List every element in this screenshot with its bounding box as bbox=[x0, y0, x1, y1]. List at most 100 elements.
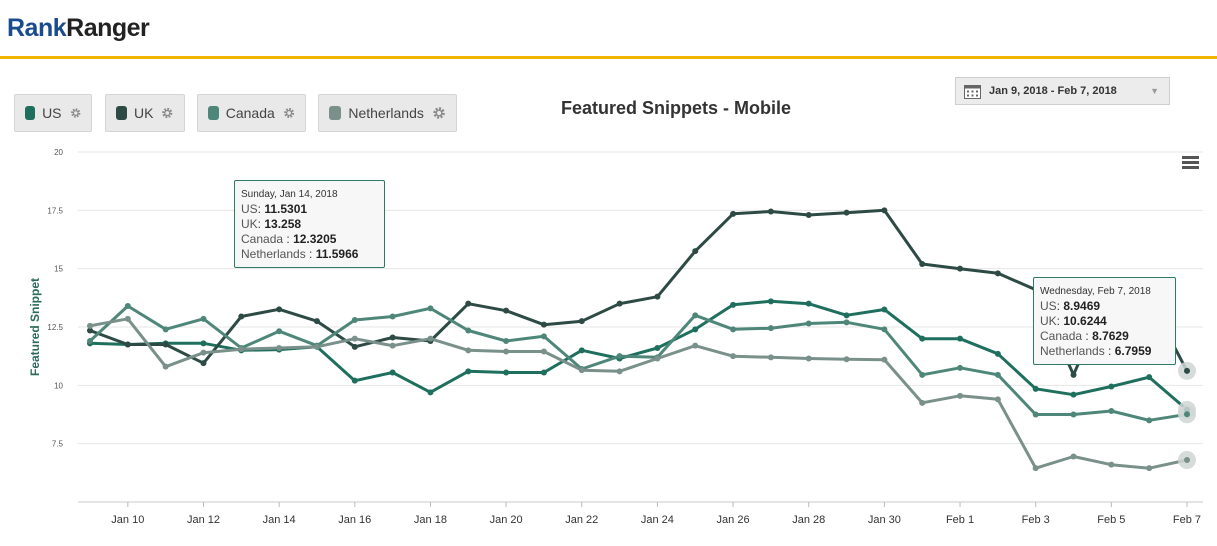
legend-item-uk[interactable]: UK bbox=[105, 94, 185, 132]
data-point-uk[interactable] bbox=[162, 341, 169, 348]
data-point-uk[interactable] bbox=[313, 318, 320, 325]
gear-icon[interactable] bbox=[432, 105, 446, 121]
data-point-netherlands[interactable] bbox=[578, 367, 585, 374]
hamburger-menu-icon[interactable] bbox=[1182, 156, 1199, 169]
data-point-us[interactable] bbox=[957, 335, 964, 342]
data-point-canada[interactable] bbox=[427, 305, 434, 312]
data-point-canada[interactable] bbox=[1146, 417, 1153, 424]
data-point-us[interactable] bbox=[994, 350, 1001, 357]
data-point-netherlands[interactable] bbox=[124, 315, 131, 322]
data-point-netherlands[interactable] bbox=[730, 353, 737, 360]
data-point-netherlands[interactable] bbox=[276, 345, 283, 351]
data-point-us[interactable] bbox=[1070, 391, 1077, 398]
data-point-us[interactable] bbox=[1146, 374, 1153, 381]
data-point-netherlands[interactable] bbox=[805, 355, 812, 362]
data-point-netherlands[interactable] bbox=[957, 392, 964, 399]
data-point-netherlands[interactable] bbox=[427, 335, 434, 342]
data-point-netherlands[interactable] bbox=[465, 347, 472, 354]
data-point-netherlands[interactable] bbox=[238, 346, 245, 353]
data-point-uk[interactable] bbox=[881, 207, 888, 214]
data-point-uk[interactable] bbox=[87, 327, 93, 334]
data-point-netherlands[interactable] bbox=[503, 348, 510, 355]
data-point-us[interactable] bbox=[465, 368, 472, 375]
data-point-uk[interactable] bbox=[957, 265, 964, 272]
data-point-netherlands[interactable] bbox=[540, 348, 547, 355]
data-point-uk[interactable] bbox=[1184, 367, 1190, 374]
data-point-us[interactable] bbox=[881, 306, 888, 313]
legend-item-canada[interactable]: Canada bbox=[197, 94, 306, 132]
series-line-netherlands[interactable] bbox=[89, 317, 1188, 470]
data-point-uk[interactable] bbox=[730, 210, 737, 217]
data-point-canada[interactable] bbox=[805, 320, 812, 327]
data-point-us[interactable] bbox=[427, 389, 434, 396]
date-range-picker[interactable]: Jan 9, 2018 - Feb 7, 2018 ▼ bbox=[955, 77, 1170, 105]
data-point-canada[interactable] bbox=[540, 333, 547, 340]
data-point-netherlands[interactable] bbox=[1108, 461, 1115, 468]
data-point-canada[interactable] bbox=[389, 313, 396, 320]
data-point-canada[interactable] bbox=[1032, 411, 1039, 418]
data-point-netherlands[interactable] bbox=[843, 356, 850, 363]
data-point-canada[interactable] bbox=[87, 338, 93, 344]
data-point-netherlands[interactable] bbox=[881, 356, 888, 363]
data-point-netherlands[interactable] bbox=[162, 363, 169, 370]
data-point-canada[interactable] bbox=[881, 326, 888, 333]
data-point-netherlands[interactable] bbox=[87, 322, 93, 329]
data-point-uk[interactable] bbox=[1070, 371, 1077, 378]
data-point-us[interactable] bbox=[200, 340, 207, 347]
data-point-netherlands[interactable] bbox=[616, 368, 623, 375]
data-point-us[interactable] bbox=[389, 369, 396, 376]
data-point-netherlands[interactable] bbox=[389, 342, 396, 349]
data-point-uk[interactable] bbox=[843, 209, 850, 216]
data-point-us[interactable] bbox=[692, 326, 699, 333]
data-point-uk[interactable] bbox=[389, 334, 396, 341]
data-point-netherlands[interactable] bbox=[767, 354, 774, 361]
data-point-canada[interactable] bbox=[276, 328, 283, 335]
data-point-netherlands[interactable] bbox=[919, 399, 926, 406]
data-point-canada[interactable] bbox=[1070, 411, 1077, 418]
data-point-us[interactable] bbox=[1108, 383, 1115, 390]
data-point-uk[interactable] bbox=[124, 341, 131, 348]
data-point-us[interactable] bbox=[805, 300, 812, 307]
data-point-canada[interactable] bbox=[843, 319, 850, 326]
data-point-uk[interactable] bbox=[692, 248, 699, 255]
data-point-canada[interactable] bbox=[730, 326, 737, 333]
data-point-uk[interactable] bbox=[351, 343, 358, 350]
data-point-us[interactable] bbox=[578, 347, 585, 354]
data-point-canada[interactable] bbox=[692, 312, 699, 319]
gear-icon[interactable] bbox=[283, 105, 295, 121]
data-point-uk[interactable] bbox=[767, 208, 774, 215]
data-point-uk[interactable] bbox=[200, 360, 207, 367]
data-point-canada[interactable] bbox=[767, 325, 774, 332]
data-point-uk[interactable] bbox=[503, 307, 510, 314]
series-line-us[interactable] bbox=[89, 299, 1188, 411]
data-point-canada[interactable] bbox=[1184, 411, 1190, 418]
data-point-canada[interactable] bbox=[124, 303, 131, 309]
data-point-netherlands[interactable] bbox=[1070, 453, 1077, 460]
series-line-canada[interactable] bbox=[88, 304, 1188, 422]
data-point-netherlands[interactable] bbox=[351, 335, 358, 342]
data-point-uk[interactable] bbox=[238, 313, 245, 320]
data-point-us[interactable] bbox=[351, 377, 358, 384]
data-point-us[interactable] bbox=[843, 312, 850, 319]
data-point-uk[interactable] bbox=[540, 321, 547, 328]
data-point-us[interactable] bbox=[503, 369, 510, 376]
data-point-uk[interactable] bbox=[465, 300, 472, 307]
data-point-canada[interactable] bbox=[503, 338, 510, 344]
series-line-uk[interactable] bbox=[89, 208, 1189, 377]
data-point-uk[interactable] bbox=[276, 306, 283, 313]
data-point-us[interactable] bbox=[540, 369, 547, 376]
data-point-netherlands[interactable] bbox=[654, 355, 661, 362]
data-point-uk[interactable] bbox=[919, 261, 926, 267]
data-point-canada[interactable] bbox=[162, 326, 169, 333]
data-point-canada[interactable] bbox=[994, 371, 1001, 378]
data-point-canada[interactable] bbox=[1108, 408, 1115, 414]
data-point-netherlands[interactable] bbox=[1032, 465, 1039, 472]
data-point-netherlands[interactable] bbox=[692, 342, 699, 349]
data-point-canada[interactable] bbox=[200, 315, 207, 322]
data-point-uk[interactable] bbox=[805, 212, 812, 218]
legend-item-netherlands[interactable]: Netherlands bbox=[318, 94, 457, 132]
data-point-canada[interactable] bbox=[465, 327, 472, 334]
data-point-us[interactable] bbox=[1032, 385, 1039, 392]
data-point-canada[interactable] bbox=[919, 371, 926, 378]
data-point-canada[interactable] bbox=[351, 317, 358, 323]
